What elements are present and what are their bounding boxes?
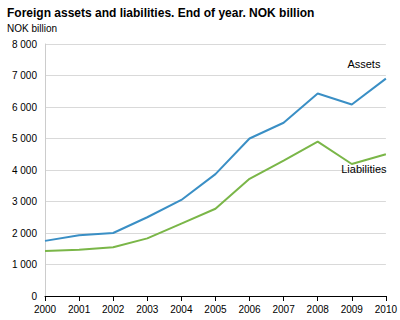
svg-text:2010: 2010 (375, 304, 398, 315)
svg-text:2003: 2003 (136, 304, 159, 315)
svg-text:NOK billion: NOK billion (7, 23, 57, 34)
svg-text:Assets: Assets (347, 58, 381, 70)
svg-text:2007: 2007 (272, 304, 295, 315)
svg-text:2 000: 2 000 (12, 228, 37, 239)
svg-text:2006: 2006 (238, 304, 261, 315)
svg-text:Liabilities: Liabilities (341, 163, 387, 175)
svg-text:2005: 2005 (204, 304, 227, 315)
svg-text:8 000: 8 000 (12, 39, 37, 50)
svg-text:4 000: 4 000 (12, 165, 37, 176)
svg-text:2008: 2008 (307, 304, 330, 315)
svg-text:7 000: 7 000 (12, 70, 37, 81)
svg-text:3 000: 3 000 (12, 196, 37, 207)
svg-text:Foreign assets and liabilities: Foreign assets and liabilities. End of y… (7, 6, 314, 20)
svg-text:1 000: 1 000 (12, 259, 37, 270)
svg-text:2000: 2000 (34, 304, 57, 315)
svg-text:2004: 2004 (170, 304, 193, 315)
svg-text:5 000: 5 000 (12, 133, 37, 144)
svg-text:2001: 2001 (68, 304, 91, 315)
svg-text:6 000: 6 000 (12, 102, 37, 113)
svg-text:0: 0 (31, 291, 37, 302)
svg-text:2002: 2002 (102, 304, 125, 315)
svg-text:2009: 2009 (341, 304, 364, 315)
